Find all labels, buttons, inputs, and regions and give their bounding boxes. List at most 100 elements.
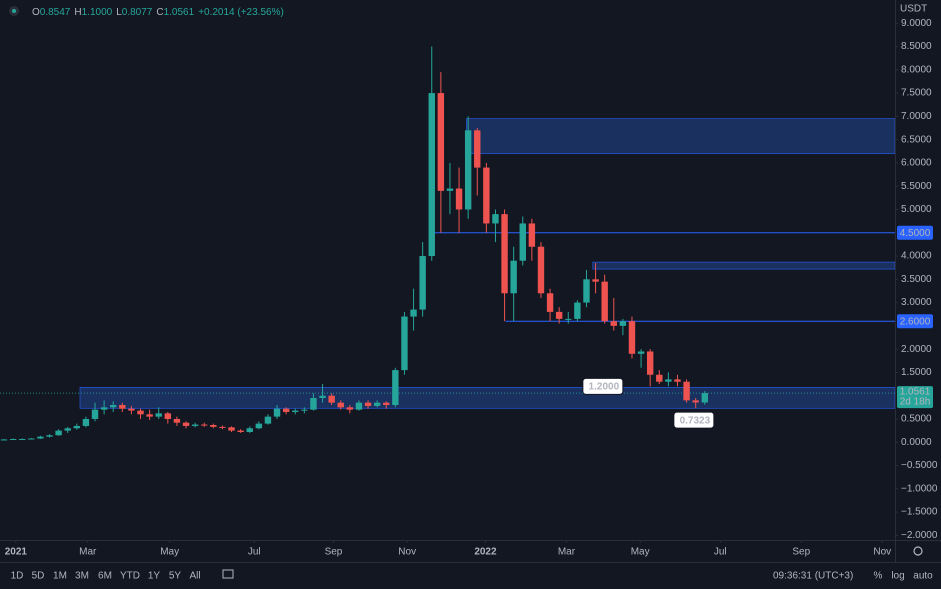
candle-body (555, 311, 563, 319)
candle-body (146, 414, 153, 417)
callout-box (673, 411, 715, 429)
candle-body (337, 402, 344, 408)
settings-icon[interactable] (913, 546, 923, 556)
y-tick-label: 8.0000 (901, 64, 932, 75)
candle-body (565, 318, 572, 320)
option-button[interactable]: auto (913, 571, 933, 582)
last-price-label: 1.0561 (900, 387, 931, 398)
y-tick-label: 6.0000 (901, 158, 932, 169)
candle-body (264, 416, 272, 424)
level-price-box (897, 314, 933, 329)
candle-body (437, 93, 445, 191)
candle-body (455, 188, 463, 210)
x-tick-label: Sep (325, 547, 343, 558)
candle-body (637, 351, 645, 354)
candle-body (201, 424, 208, 426)
countdown-label: 2d 18h (900, 397, 931, 408)
option-button[interactable]: log (891, 571, 904, 582)
callout-label: 0.7323 (680, 415, 711, 426)
candle-body (55, 430, 62, 436)
option-button[interactable]: % (874, 571, 883, 582)
candle-body (446, 188, 454, 191)
last-price-box (897, 386, 933, 409)
candle-body (583, 279, 590, 303)
candle-body (319, 395, 326, 399)
candle-body (301, 409, 308, 411)
candle-body (182, 422, 190, 426)
range-button[interactable]: YTD (120, 571, 140, 582)
candle-body (501, 214, 508, 294)
candle-body (355, 402, 363, 410)
range-button[interactable]: 3M (75, 571, 89, 582)
range-button[interactable]: 5D (32, 571, 45, 582)
legend-label: H (74, 7, 81, 18)
candle-body (328, 395, 335, 403)
candle-body (419, 256, 426, 310)
candle-body (91, 409, 99, 419)
y-tick-label: 0.5000 (901, 414, 932, 425)
candle-body (255, 423, 263, 429)
candle-body (0, 439, 8, 441)
candle-body (574, 302, 581, 319)
range-button[interactable]: 5Y (169, 571, 182, 582)
symbol-icon-dot (12, 9, 16, 13)
candle-body (601, 281, 608, 322)
y-tick-label: 5.5000 (901, 181, 932, 192)
candle-body (373, 402, 381, 406)
gear[interactable] (913, 546, 923, 556)
y-tick-label: 3.0000 (901, 297, 932, 308)
candle-body (82, 418, 90, 426)
y-tick-label: 1.5000 (901, 367, 932, 378)
icon[interactable] (222, 569, 234, 579)
candle-body (364, 402, 372, 406)
callout-box (582, 377, 624, 395)
candle-body (510, 260, 517, 294)
range-button[interactable]: 6M (98, 571, 112, 582)
clock: 09:36:31 (UTC+3) (773, 571, 853, 582)
range-button[interactable]: 1Y (148, 571, 161, 582)
candle-body (656, 374, 663, 382)
candle-body (619, 321, 627, 326)
y-tick-label: 6.5000 (901, 134, 932, 145)
zone (592, 261, 896, 270)
legend-value: 0.8547 (40, 7, 71, 18)
candle-body (428, 93, 435, 257)
y-tick-label: −1.0000 (901, 483, 938, 494)
x-tick-label: 2022 (474, 547, 497, 558)
candle-body (64, 428, 71, 431)
candle-body (228, 427, 235, 431)
x-tick-label: Mar (79, 547, 97, 558)
candle-body (610, 321, 617, 326)
range-button[interactable]: 1D (11, 571, 24, 582)
y-tick-label: −0.5000 (901, 460, 938, 471)
level-price-box (897, 225, 933, 240)
y-tick-label: 5.0000 (901, 204, 932, 215)
callout-label: 1.2000 (589, 382, 620, 393)
candle-body (237, 430, 244, 432)
candle-body (219, 426, 226, 428)
x-tick-label: Sep (792, 547, 810, 558)
candle-body (383, 402, 390, 405)
legend-value: 0.8077 (122, 7, 153, 18)
candle-body (46, 435, 53, 437)
y-tick-label: −1.5000 (901, 507, 938, 518)
screenshot-icon[interactable] (222, 569, 234, 579)
candle-body (28, 438, 35, 440)
candle-body (73, 425, 81, 429)
zone (466, 118, 896, 154)
candle-body (282, 408, 290, 412)
candle-body (692, 400, 699, 403)
y-tick-label: 4.0000 (901, 251, 932, 262)
candle-body (191, 424, 199, 426)
y-tick-label: 2.0000 (901, 344, 932, 355)
candle-body (37, 436, 44, 439)
range-button[interactable]: 1M (53, 571, 67, 582)
range-button[interactable]: All (189, 571, 200, 582)
y-tick-label: 8.5000 (901, 41, 932, 52)
legend-label: L (116, 7, 122, 18)
candle-body (410, 309, 417, 317)
candle-body (9, 438, 17, 440)
x-tick-label: Mar (558, 547, 576, 558)
